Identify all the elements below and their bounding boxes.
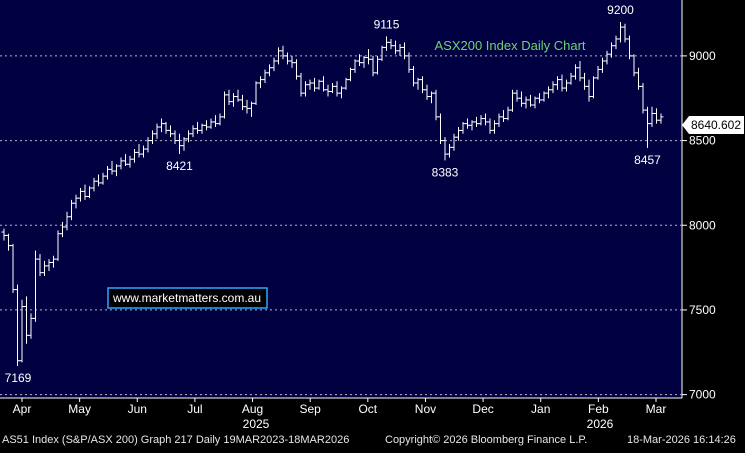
- year-label: 2025: [243, 417, 270, 431]
- chart-title: ASX200 Index Daily Chart: [434, 38, 585, 53]
- x-tick-label: Mar: [646, 402, 667, 416]
- x-tick-label: Apr: [13, 402, 32, 416]
- price-annotation: 9200: [607, 3, 634, 17]
- last-price-label: 8640.602: [691, 118, 741, 132]
- price-annotation: 9115: [374, 17, 400, 31]
- x-tick-label: Dec: [472, 402, 493, 416]
- price-annotation: 8457: [634, 153, 661, 167]
- x-tick-label: Sep: [300, 402, 322, 416]
- x-tick-labels: Apr May Jun Jul Aug Sep Oct Nov Dec Jan Feb Mar 2025…: [13, 398, 667, 431]
- y-tick-label: 8500: [689, 134, 716, 148]
- x-tick-label: May: [68, 402, 91, 416]
- footer-timestamp: 18-Mar-2026 16:14:26: [627, 434, 736, 446]
- plot-background: [0, 0, 682, 398]
- price-annotation: 8421: [166, 159, 193, 173]
- price-annotation: 8383: [432, 165, 459, 179]
- footer-copyright: Copyright© 2026 Bloomberg Finance L.P.: [385, 434, 588, 446]
- last-price-tag: 8640.602: [682, 116, 744, 134]
- x-tick-label: Jun: [128, 402, 147, 416]
- y-tick-label: 8000: [689, 218, 716, 232]
- x-tick-label: Jan: [531, 402, 550, 416]
- x-tick-label: Oct: [358, 402, 377, 416]
- x-tick-label: Jul: [187, 402, 202, 416]
- y-tick-label: 7500: [689, 303, 716, 317]
- grid-lines: [0, 55, 682, 396]
- y-tick-label: 7000: [689, 388, 716, 402]
- ohlc-bars: [1, 22, 664, 366]
- y-tick-labels: 7000 7500 8000 8500 9000: [682, 49, 716, 402]
- x-tick-label: Nov: [415, 402, 436, 416]
- price-annotation: 7169: [5, 371, 32, 385]
- last-price-box: [682, 116, 744, 134]
- watermark-text: www.marketmatters.com.au: [112, 291, 261, 305]
- x-tick-label: Feb: [588, 402, 609, 416]
- footer-security-info: AS51 Index (S&P/ASX 200) Graph 217 Daily…: [2, 434, 350, 446]
- footer-bar: AS51 Index (S&P/ASX 200) Graph 217 Daily…: [0, 432, 745, 448]
- x-axis-panel: [0, 398, 745, 432]
- year-label: 2026: [587, 417, 614, 431]
- price-annotations: 7169 8421 9115 8383 9200 8457: [5, 3, 662, 385]
- x-tick-label: Aug: [242, 402, 263, 416]
- y-axis-panel: [682, 0, 745, 398]
- ohlc-bar: [658, 113, 664, 124]
- y-tick-label: 9000: [689, 49, 716, 63]
- watermark-box: [107, 287, 268, 309]
